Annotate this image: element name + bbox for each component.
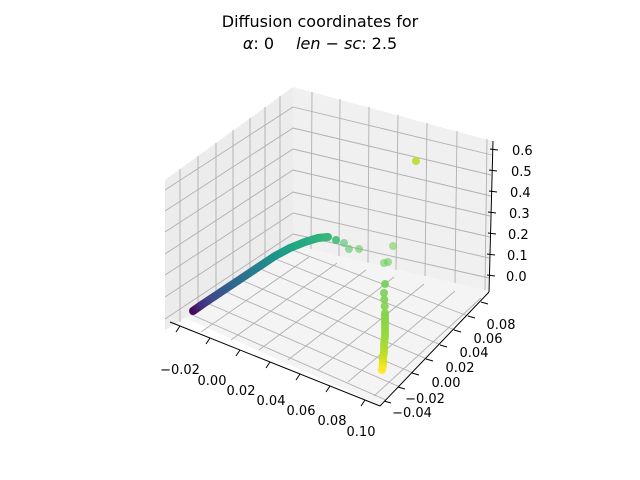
data-point [340,239,348,247]
data-point [355,245,363,253]
data-point [345,245,353,253]
data-point [384,258,392,266]
title-line-1: Diffusion coordinates for [222,12,419,31]
z-tick-label: 0.0 [506,270,527,285]
data-point [381,280,389,288]
x-axis-line [169,321,381,407]
grid-back-horizontal [292,106,493,279]
x-tick-label: 0.04 [257,394,286,409]
z-tick-label: 0.6 [512,144,533,159]
z-axis-ticks [486,148,499,277]
y-tick-label: −0.02 [405,392,445,407]
x-tick-label: 0.02 [227,384,256,399]
data-point [380,289,388,297]
data-point [324,233,332,241]
y-axis-ticks [383,301,489,404]
data-point [380,295,389,304]
x-tick-label: 0.06 [287,404,316,419]
z-axis-line [488,140,494,293]
data-point [380,302,389,311]
x-tick-label: 0.00 [198,374,227,389]
z-tick-label: 0.1 [507,249,528,264]
data-point [389,242,397,250]
x-axis-ticks [175,325,366,407]
y-tick-label: 0.02 [446,361,475,376]
z-tick-label: 0.2 [508,228,529,243]
y-tick-label: 0.08 [487,318,516,333]
pane-floor [185,245,488,405]
x-tick-label: −0.02 [160,363,200,378]
chart-title: Diffusion coordinates for α: 0 len − sc: … [222,12,419,53]
x-tick-label: 0.10 [347,425,376,440]
data-point [332,236,340,244]
y-tick-label: 0.00 [432,376,461,391]
y-tick-label: 0.04 [460,346,489,361]
grid-left-horizontal [164,106,294,320]
grid-floor-y [189,247,469,401]
title-alpha-symbol: α [243,34,254,53]
y-tick-label: 0.06 [474,332,503,347]
title-lensc-value: : 2.5 [361,34,397,53]
title-line-2: α: 0 len − sc: 2.5 [243,34,397,53]
title-lensc-symbol: len − sc [296,34,361,53]
data-point [378,366,386,374]
title-alpha-value: : 0 [253,34,274,53]
data-point [412,157,420,165]
x-tick-label: 0.08 [318,414,347,429]
grid-back-vertical [310,91,488,291]
z-tick-label: 0.3 [509,207,530,222]
pane-left [165,87,293,330]
z-tick-label: 0.5 [511,165,532,180]
axes-3d: −0.02 0.00 0.02 0.04 0.06 0.08 0.10 −0.0… [160,87,533,440]
z-tick-label: 0.4 [510,186,531,201]
y-tick-label: −0.04 [392,406,432,421]
scatter-points [189,157,420,374]
